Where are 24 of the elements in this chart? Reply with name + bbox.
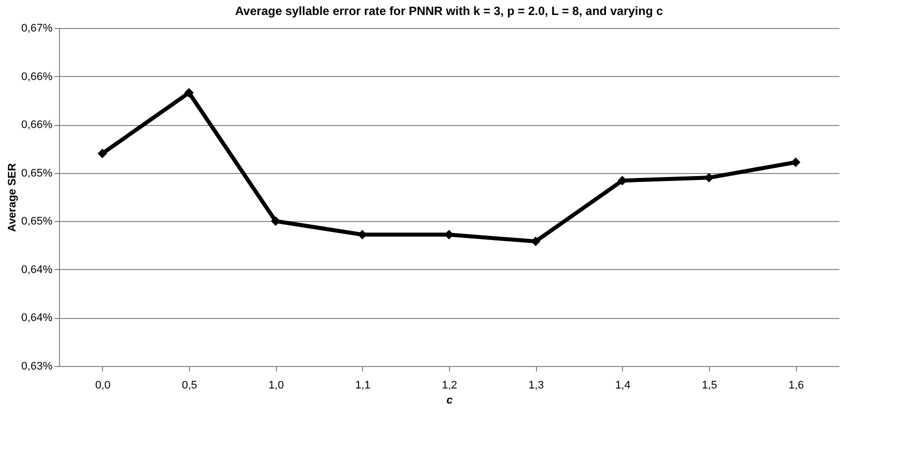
x-tick-label: 1,6 (788, 380, 804, 392)
y-tick-label: 0,66% (21, 119, 53, 132)
x-tick-label: 1,1 (355, 380, 370, 392)
point (790, 157, 800, 167)
y-tick-label: 0,65% (21, 167, 53, 180)
x-tick-label: 0,0 (95, 380, 110, 392)
y-tick-label: 0,64% (21, 312, 53, 324)
chart-title: Average syllable error rate for PNNR with k = 3, p = 2.0, L = 8, and varying c (235, 4, 664, 18)
x-tick-label: 1,3 (528, 380, 544, 392)
point (270, 216, 280, 226)
point (98, 148, 108, 158)
x-tick-label: 1,2 (442, 380, 458, 392)
y-tick-label: 0,66% (21, 70, 53, 83)
x-axis-title: c (446, 394, 453, 406)
point (184, 88, 194, 98)
y-axis-title: Average SER (6, 163, 18, 232)
y-tick-label: 0,64% (21, 264, 53, 276)
x-tick-label: 1,4 (615, 380, 630, 392)
x-tick-label: 0,5 (182, 380, 198, 392)
x-tick-label: 1,0 (268, 380, 284, 392)
y-tick-label: 0,65% (21, 216, 53, 228)
y-tick-label: 0,63% (21, 360, 53, 372)
y-tick-label: 0,67% (21, 22, 53, 34)
x-tick-label: 1,5 (702, 380, 718, 392)
